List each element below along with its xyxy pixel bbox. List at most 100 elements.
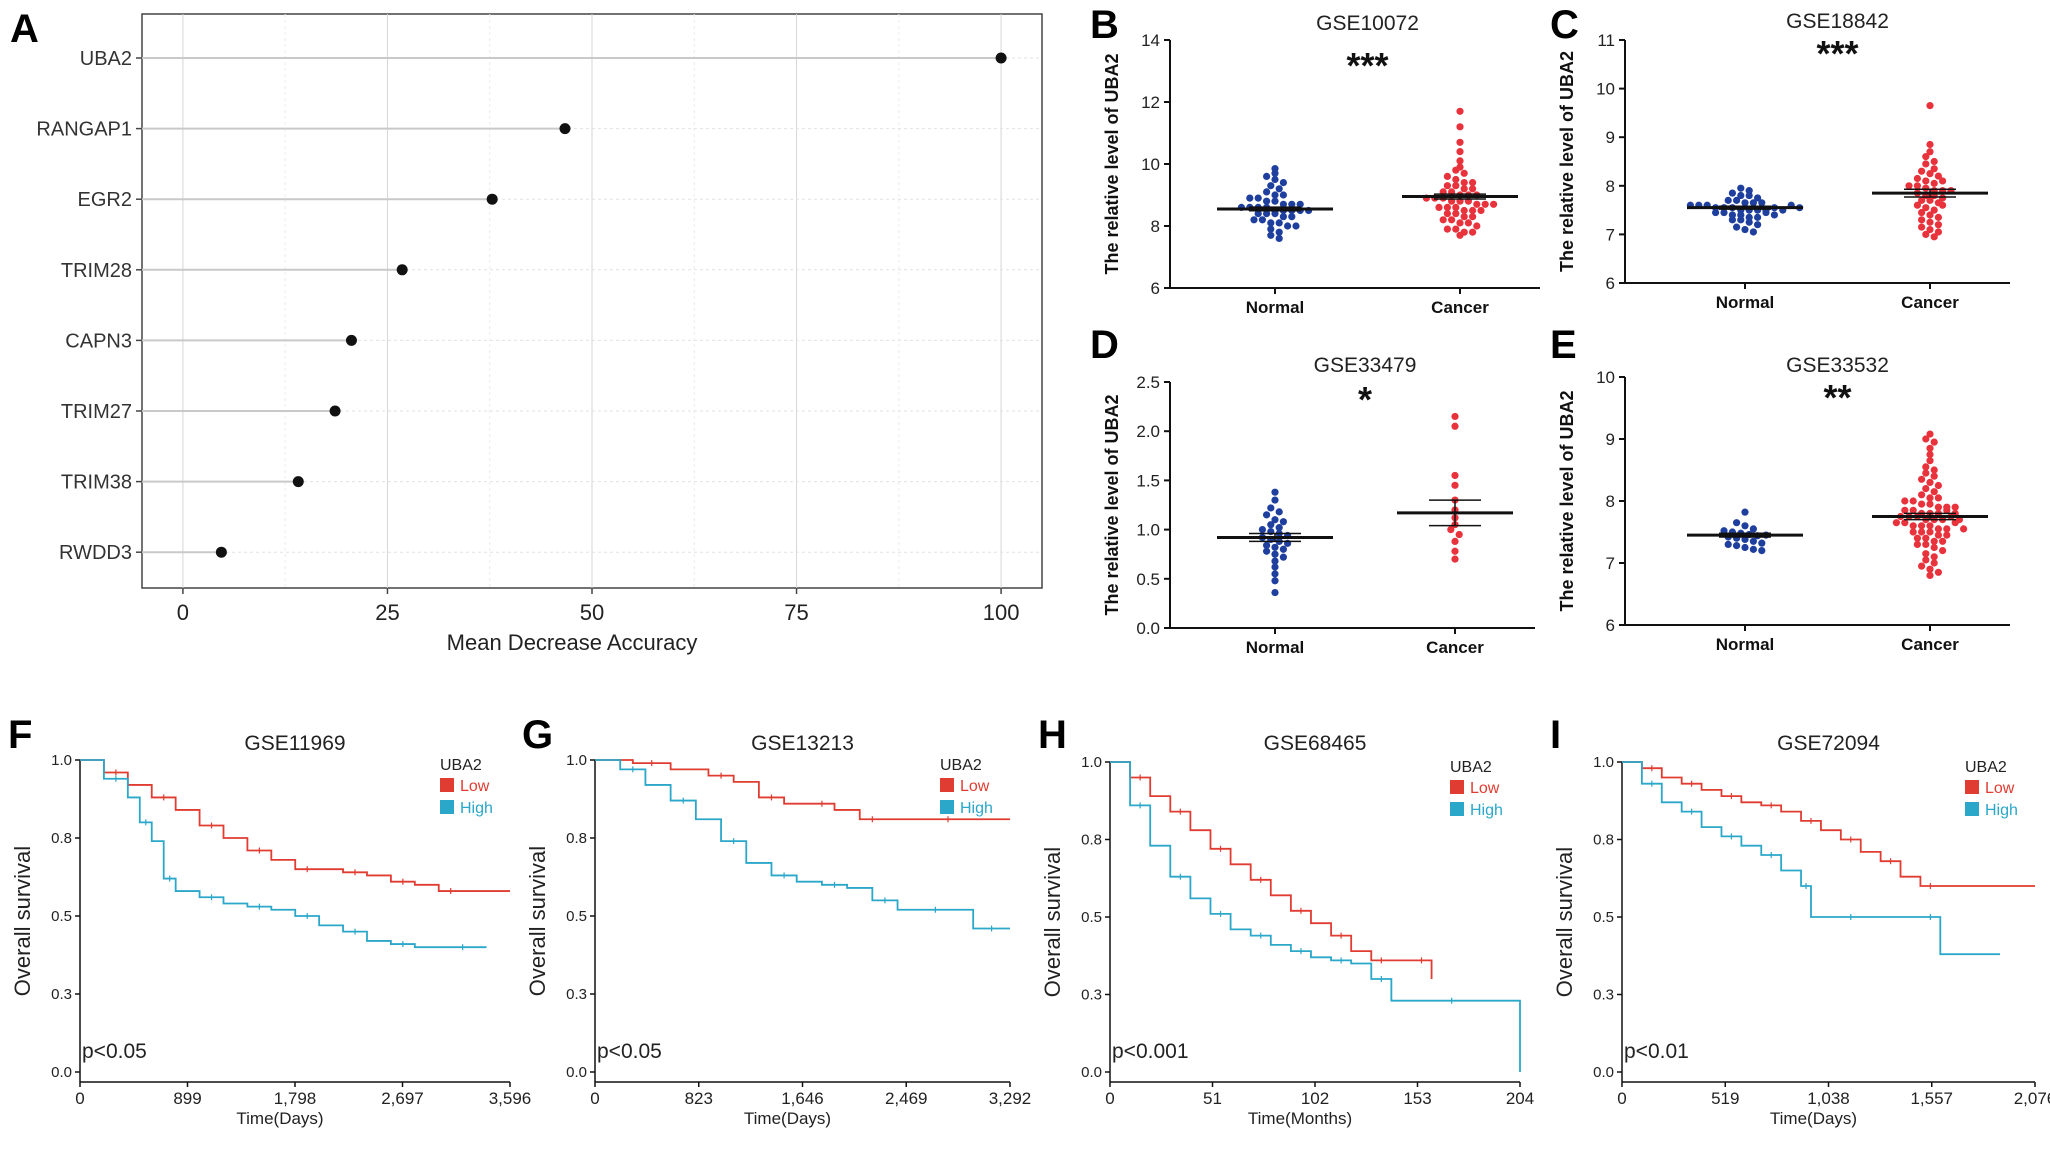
- data-point-normal: [1263, 172, 1271, 180]
- y-axis-label: The relative level of UBA2: [1557, 390, 1577, 611]
- data-point-cancer: [1939, 194, 1947, 202]
- data-point-normal: [1749, 537, 1757, 545]
- data-point-cancer: [1922, 550, 1930, 558]
- data-point-cancer: [1922, 160, 1930, 168]
- data-point-cancer: [1452, 166, 1460, 174]
- y-tick-label: 0.0: [566, 1064, 587, 1081]
- x-tick-label: 102: [1301, 1089, 1329, 1108]
- data-point-cancer: [1922, 435, 1930, 443]
- significance-stars: ***: [1346, 45, 1388, 86]
- y-tick-label: 12: [1141, 93, 1160, 112]
- data-point-cancer: [1909, 497, 1917, 505]
- legend-label-low: Low: [960, 778, 990, 795]
- data-point-cancer: [1918, 223, 1926, 231]
- data-point-cancer: [1443, 225, 1451, 233]
- data-point-cancer: [1456, 138, 1464, 146]
- data-point-normal: [1741, 508, 1749, 516]
- data-point-cancer: [1930, 488, 1938, 496]
- data-point-cancer: [1469, 185, 1477, 193]
- data-point-normal: [1733, 519, 1741, 527]
- data-point-normal: [1271, 588, 1279, 597]
- panel-f-gse11969-km: F GSE11969 0.0 0.3 0.5 0.8 1.0 0 899 1,798 2,697 3,…: [8, 713, 531, 1128]
- y-tick-label: 6: [1606, 616, 1615, 635]
- y-tick-label: 1.0: [1593, 754, 1614, 771]
- data-point-cancer: [1926, 102, 1934, 110]
- panel-d-gse33479-strip: D GSE33479* 0.0 0.5 1.0 1.5 2.0 2.5 The relative…: [1090, 323, 1535, 657]
- x-tick-label: 0: [1617, 1089, 1626, 1108]
- panel-letter: E: [1550, 323, 1577, 367]
- legend-label-high: High: [460, 800, 493, 817]
- data-point-cancer: [1922, 177, 1930, 185]
- y-tick-label: 2.5: [1136, 373, 1160, 392]
- x-tick-label: 1,798: [274, 1089, 317, 1108]
- x-tick-label: 2,469: [885, 1089, 928, 1108]
- panel-letter: B: [1090, 3, 1119, 47]
- data-point-normal: [1749, 199, 1757, 207]
- importance-point: [292, 476, 304, 488]
- data-point-normal: [1267, 182, 1275, 190]
- data-point-normal: [1288, 213, 1296, 221]
- data-point-cancer: [1451, 422, 1459, 430]
- data-point-normal: [1263, 547, 1271, 555]
- data-point-normal: [1745, 191, 1753, 200]
- panel-letter: I: [1550, 713, 1561, 757]
- data-point-cancer: [1918, 522, 1926, 530]
- x-tick-label: 50: [580, 600, 604, 625]
- data-point-cancer: [1934, 531, 1942, 539]
- data-point-cancer: [1435, 203, 1443, 211]
- y-tick-label: 0.3: [566, 986, 587, 1003]
- legend-swatch-high: [940, 800, 954, 814]
- data-point-cancer: [1951, 519, 1959, 527]
- data-point-cancer: [1456, 157, 1464, 165]
- y-axis-label: Overall survival: [1040, 847, 1065, 997]
- significance-stars: ***: [1816, 33, 1858, 74]
- legend-swatch-low: [940, 778, 954, 792]
- y-tick-label: 2.0: [1136, 422, 1160, 441]
- y-tick-label: 0.8: [51, 830, 72, 847]
- km-curve-high: [1622, 761, 2000, 956]
- data-point-cancer: [1934, 228, 1942, 236]
- x-tick-label: 153: [1403, 1089, 1431, 1108]
- data-point-cancer: [1926, 500, 1934, 508]
- category-label: Cancer: [1901, 635, 1959, 654]
- x-tick-label: 0: [177, 600, 189, 625]
- data-point-cancer: [1930, 559, 1938, 567]
- category-label: Cancer: [1901, 293, 1959, 312]
- data-point-normal: [1724, 540, 1732, 549]
- data-point-cancer: [1939, 537, 1947, 545]
- data-point-cancer: [1943, 506, 1951, 514]
- x-tick-label: 2,697: [381, 1089, 424, 1108]
- km-title: GSE72094: [1777, 732, 1880, 755]
- data-point-cancer: [1922, 153, 1930, 161]
- data-point-cancer: [1926, 494, 1934, 502]
- data-point-cancer: [1939, 547, 1947, 555]
- data-point-normal: [1741, 199, 1749, 207]
- data-point-cancer: [1901, 519, 1909, 527]
- km-title: GSE11969: [244, 732, 345, 755]
- data-point-normal: [1271, 488, 1279, 496]
- importance-point: [486, 193, 498, 205]
- y-axis-label: The relative level of UBA2: [1102, 394, 1122, 615]
- y-tick-label: 14: [1141, 31, 1160, 50]
- data-point-normal: [1246, 194, 1254, 202]
- data-point-cancer: [1918, 528, 1926, 536]
- data-point-normal: [1275, 524, 1283, 532]
- data-point-cancer: [1469, 179, 1477, 187]
- gene-label: CAPN3: [65, 330, 132, 352]
- data-point-normal: [1758, 539, 1766, 547]
- y-tick-label: 0.5: [1593, 909, 1614, 926]
- x-axis-label-a: Mean Decrease Accuracy: [447, 630, 698, 655]
- data-point-cancer: [1473, 222, 1481, 230]
- data-point-cancer: [1926, 148, 1934, 156]
- data-point-normal: [1737, 216, 1745, 224]
- data-point-cancer: [1469, 213, 1477, 221]
- x-tick-label: 0: [1105, 1089, 1114, 1108]
- data-point-cancer: [1922, 540, 1930, 549]
- p-value: p<0.001: [1112, 1040, 1189, 1063]
- data-point-cancer: [1943, 525, 1951, 533]
- gene-label: TRIM38: [61, 472, 132, 494]
- data-point-normal: [1741, 225, 1749, 234]
- data-point-cancer: [1926, 170, 1934, 178]
- x-tick-label: 2,076: [2014, 1089, 2050, 1108]
- data-point-normal: [1275, 228, 1283, 236]
